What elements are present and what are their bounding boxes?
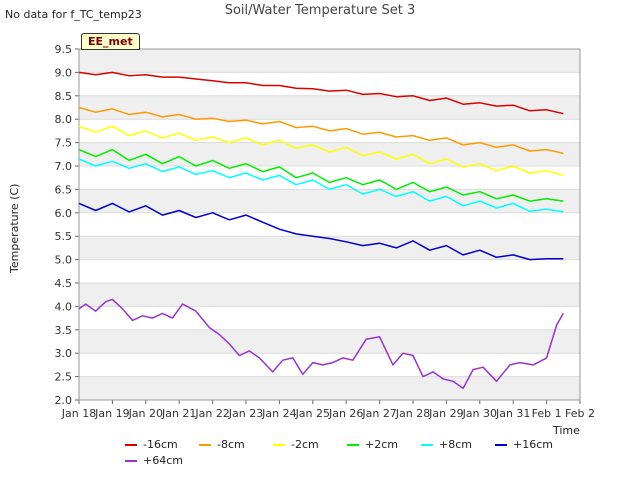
legend-row: -16cm -8cm -2cm +2cm +8cm +16cm bbox=[125, 438, 585, 451]
y-tick-label: 6.5 bbox=[55, 183, 73, 196]
series-line-64cm bbox=[78, 298, 564, 390]
grid-band bbox=[79, 329, 580, 354]
legend-item: +16cm bbox=[495, 438, 553, 451]
x-tick-label: Jan 21 bbox=[161, 407, 196, 420]
series-line-2cm bbox=[78, 125, 564, 177]
legend-row: +64cm bbox=[125, 454, 585, 467]
grid-band bbox=[79, 95, 580, 120]
y-tick-label: 7.0 bbox=[55, 160, 73, 173]
grid-band bbox=[79, 283, 580, 307]
plot-frame bbox=[78, 48, 581, 401]
y-tick-label: 4.0 bbox=[55, 300, 73, 313]
x-tick-label: Jan 28 bbox=[395, 407, 430, 420]
y-tick-label: 8.5 bbox=[55, 90, 73, 103]
station-badge: EE_met bbox=[81, 33, 140, 50]
legend-label: -8cm bbox=[217, 438, 245, 451]
x-tick-label: Jan 24 bbox=[261, 407, 296, 420]
legend-label: +16cm bbox=[513, 438, 553, 451]
y-tick-label: 2.0 bbox=[55, 394, 73, 407]
legend-swatch bbox=[125, 459, 137, 462]
y-tick-label: 9.0 bbox=[55, 66, 73, 79]
series-line-8cm bbox=[78, 158, 564, 213]
chart-title: Soil/Water Temperature Set 3 bbox=[224, 3, 416, 18]
legend-label: +64cm bbox=[143, 454, 183, 467]
legend-swatch bbox=[421, 443, 433, 446]
legend-swatch bbox=[347, 443, 359, 446]
x-tick-label: Feb 1 bbox=[532, 407, 562, 420]
x-tick-label: Jan 20 bbox=[128, 407, 163, 420]
legend-label: -2cm bbox=[291, 438, 319, 451]
series-line-2cm bbox=[78, 148, 564, 202]
legend: -16cm -8cm -2cm +2cm +8cm +16cm +64cm bbox=[125, 438, 585, 470]
legend-swatch bbox=[273, 443, 285, 446]
legend-swatch bbox=[125, 443, 137, 446]
x-tick-label: Jan 29 bbox=[428, 407, 463, 420]
series-line-8cm bbox=[78, 106, 564, 155]
x-tick-label: Jan 23 bbox=[228, 407, 263, 420]
grid-band bbox=[79, 189, 580, 213]
y-tick-label: 5.5 bbox=[55, 230, 73, 243]
legend-item: -8cm bbox=[199, 438, 255, 451]
legend-swatch bbox=[495, 443, 507, 446]
legend-item: +2cm bbox=[347, 438, 403, 451]
x-tick-label: Jan 25 bbox=[295, 407, 330, 420]
y-tick-label: 8.0 bbox=[55, 113, 73, 126]
legend-item: -2cm bbox=[273, 438, 329, 451]
no-data-note: No data for f_TC_temp23 bbox=[5, 8, 142, 21]
x-tick-label: Jan 19 bbox=[94, 407, 129, 420]
legend-swatch bbox=[199, 443, 211, 446]
x-tick-label: Jan 27 bbox=[361, 407, 396, 420]
x-tick-label: Feb 2 bbox=[565, 407, 595, 420]
x-tick-label: Jan 30 bbox=[462, 407, 497, 420]
x-tick-label: Jan 18 bbox=[61, 407, 96, 420]
y-tick-label: 2.5 bbox=[55, 371, 73, 384]
y-tick-label: 5.0 bbox=[55, 254, 73, 267]
legend-item: +8cm bbox=[421, 438, 477, 451]
y-tick-label: 3.5 bbox=[55, 324, 73, 337]
series-line-16cm bbox=[78, 202, 564, 261]
series-line-16cm bbox=[78, 71, 564, 115]
y-tick-label: 3.0 bbox=[55, 347, 73, 360]
y-tick-label: 7.5 bbox=[55, 137, 73, 150]
grid-band bbox=[79, 236, 580, 260]
y-tick-label: 4.5 bbox=[55, 277, 73, 290]
x-axis-label: Time bbox=[553, 424, 580, 437]
x-tick-label: Jan 26 bbox=[328, 407, 363, 420]
x-tick-label: Jan 31 bbox=[495, 407, 530, 420]
y-axis-label: Temperature (C) bbox=[8, 183, 21, 273]
x-tick-label: Jan 22 bbox=[194, 407, 229, 420]
legend-label: +2cm bbox=[365, 438, 398, 451]
grid-band bbox=[79, 142, 580, 166]
y-tick-label: 6.0 bbox=[55, 207, 73, 220]
legend-item: +64cm bbox=[125, 454, 183, 467]
legend-label: +8cm bbox=[439, 438, 472, 451]
grid-band bbox=[79, 49, 580, 73]
y-tick-label: 9.5 bbox=[55, 43, 73, 56]
legend-item: -16cm bbox=[125, 438, 181, 451]
grid-band bbox=[79, 376, 580, 400]
legend-label: -16cm bbox=[143, 438, 178, 451]
